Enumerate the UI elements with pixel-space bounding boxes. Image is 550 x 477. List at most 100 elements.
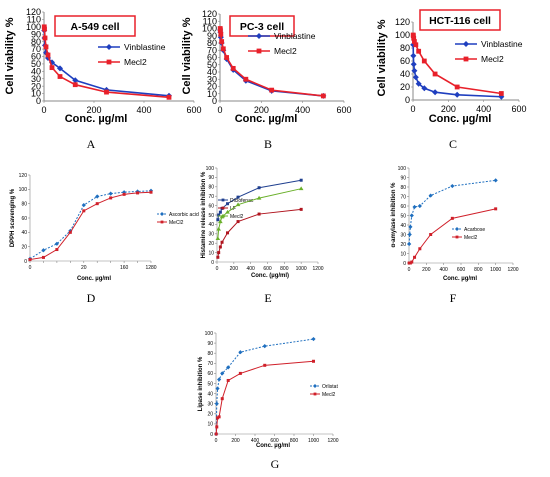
panel-f-series-mecl2-point xyxy=(429,233,433,236)
panel-c-series-mecl2-point xyxy=(454,84,460,90)
panel-c-series-mecl2-legend-marker xyxy=(463,56,469,62)
panel-c-series-vinblastine-legend-marker xyxy=(463,41,469,47)
panel-f-series-acarbose-point xyxy=(450,183,455,189)
panel-a-y-axis-label: Cell viability % xyxy=(4,17,16,94)
panel-d-y-tick-label: 120 xyxy=(19,173,28,179)
panel-f-series-mecl2-point xyxy=(450,216,454,220)
panel-e-x-axis-label: Conc. (µg/ml) xyxy=(251,273,289,279)
panel-b-y-tick-label: 30 xyxy=(207,74,217,84)
panel-g-y-tick-label: 10 xyxy=(207,422,213,428)
panel-a-series-mecl2-point xyxy=(49,65,55,71)
panel-e-y-tick-label: 60 xyxy=(208,203,214,209)
panel-b-series-vinblastine-legend-label: Vinblastine xyxy=(274,31,316,41)
panel-e-series-lf-point xyxy=(216,255,220,259)
panel-e-series-mecl2-point xyxy=(216,226,221,231)
panel-e-series-mecl2-legend-label: Mecl2 xyxy=(230,214,244,220)
panel-a-series-vinblastine-point xyxy=(57,65,63,72)
panel-f-x-tick-label: 200 xyxy=(422,267,431,273)
panel-f-x-tick-label: 1000 xyxy=(490,267,501,273)
panel-a-y-tick-label: 10 xyxy=(31,89,41,99)
panel-d-series-ascorbic-acid-legend-marker xyxy=(160,212,164,216)
panel-a-y-tick-label: 60 xyxy=(31,52,41,62)
panel-f-y-tick-label: 0 xyxy=(403,261,406,267)
panel-e-series-mecl2-point xyxy=(256,195,262,200)
panel-e-series-lf-point xyxy=(299,207,303,211)
panel-b-series-mecl2-point xyxy=(224,55,230,60)
panel-e-series-lf-point xyxy=(236,220,240,224)
panel-d-series-ascorbic-acid-line xyxy=(29,190,152,260)
panel-g-series-orlistat-point xyxy=(217,377,222,382)
panel-g-series-mecl2-point xyxy=(226,378,230,382)
panel-f-series-mecl2-point xyxy=(418,247,422,251)
panel-g-y-axis-label: Lipase inhibition % xyxy=(198,356,204,411)
panel-g-x-tick-label: 200 xyxy=(231,438,240,444)
panel-c-y-tick-label: 40 xyxy=(400,69,410,79)
panel-f-y-tick-label: 80 xyxy=(400,185,406,191)
panel-e-series-diclofenac-legend-marker xyxy=(221,198,225,202)
panel-b-series-mecl2-point xyxy=(218,27,223,33)
panel-f-series-mecl2-legend-marker xyxy=(455,235,459,239)
panel-c-y-tick-label: 100 xyxy=(395,30,410,40)
panel-c-series-mecl2-point xyxy=(412,39,417,44)
panel-d-series-mecl2-point xyxy=(41,255,45,259)
panel-d-x-tick-label: 20 xyxy=(81,265,87,271)
panel-f-y-tick-label: 10 xyxy=(400,251,406,257)
panel-c-series-mecl2-point xyxy=(411,35,417,41)
panel-g-series-mecl2-legend-label: Mecl2 xyxy=(322,392,336,398)
panel-d-series-ascorbic-acid-legend-label: Ascorbic acid xyxy=(169,212,199,218)
panel-b-x-tick-label: 400 xyxy=(295,105,310,115)
panel-e-y-tick-label: 40 xyxy=(208,222,214,228)
panel-c-series-mecl2-point xyxy=(432,71,438,77)
panel-f-y-tick-label: 40 xyxy=(400,223,406,229)
panel-c-y-tick-label: 120 xyxy=(395,17,410,27)
panel-d-series-mecl2-legend-label: MeCl2 xyxy=(169,220,184,226)
panel-b-series-mecl2-point xyxy=(220,46,226,52)
panel-g-series-mecl2-point xyxy=(220,397,224,401)
panel-d-series-mecl2-point xyxy=(149,190,153,194)
panel-e-y-tick-label: 20 xyxy=(208,241,214,247)
panel-g-y-tick-label: 70 xyxy=(207,361,213,367)
panel-g-y-tick-label: 30 xyxy=(207,401,213,407)
panel-c-series-mecl2-legend-label: Mecl2 xyxy=(481,54,504,64)
panel-letter-a: A xyxy=(87,137,96,151)
panel-b-x-tick-label: 600 xyxy=(336,105,351,115)
panel-e-y-tick-label: 50 xyxy=(208,213,214,219)
panel-c-series-vinblastine-point xyxy=(421,85,428,92)
panel-letter-c: C xyxy=(449,137,457,151)
panel-a-series-mecl2-point xyxy=(42,26,47,32)
panel-c-series-vinblastine-point xyxy=(454,91,461,98)
panel-e-series-lf-point xyxy=(257,212,261,216)
panel-g-series-mecl2-point xyxy=(217,415,221,419)
panel-f-y-tick-label: 60 xyxy=(400,204,406,210)
panel-e-series-lf-legend-marker xyxy=(221,206,225,210)
panel-a-series-mecl2-point xyxy=(57,74,63,79)
panel-c-y-tick-label: 0 xyxy=(405,95,410,105)
panel-d-y-tick-label: 100 xyxy=(19,187,28,193)
panel-d-x-tick-label: 0 xyxy=(29,265,32,271)
panel-g-y-tick-label: 0 xyxy=(210,432,213,438)
panel-f-series-acarbose-point xyxy=(407,232,412,237)
panel-b-series-mecl2-legend-marker xyxy=(256,48,262,54)
panel-e-y-tick-label: 90 xyxy=(208,175,214,181)
panel-letter-e: E xyxy=(264,291,271,305)
panel-b-series-mecl2-point xyxy=(219,39,225,44)
panel-e-series-diclofenac-point xyxy=(218,210,222,214)
panel-d-x-axis-label: Conc. µg/ml xyxy=(77,276,111,282)
panel-c-y-tick-label: 60 xyxy=(400,56,410,66)
panel-d-series-mecl2-point xyxy=(95,202,99,206)
panel-c-series-vinblastine-point xyxy=(410,52,417,59)
panel-c-series-vinblastine-point xyxy=(432,89,439,96)
panel-d-series-mecl2-point xyxy=(136,191,140,195)
panel-f-series-acarbose-point xyxy=(409,213,414,218)
panel-e-series-lf-point xyxy=(217,251,221,255)
panel-c-x-tick-label: 200 xyxy=(441,104,456,114)
panel-b-y-tick-label: 10 xyxy=(207,89,217,99)
panel-e-series-diclofenac-point xyxy=(226,202,230,206)
panel-f-x-tick-label: 0 xyxy=(408,267,411,273)
panel-e-y-tick-label: 70 xyxy=(208,194,214,200)
panel-a-x-tick-label: 0 xyxy=(41,105,46,115)
